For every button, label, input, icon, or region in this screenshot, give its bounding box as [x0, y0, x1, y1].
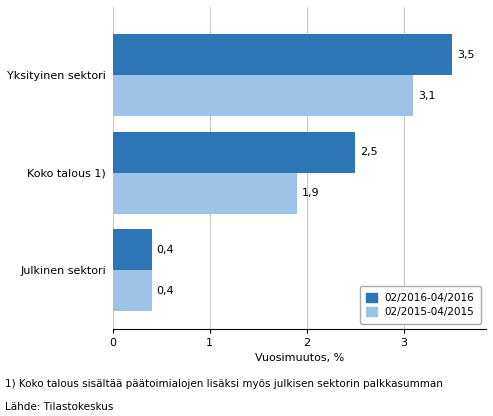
- Text: 0,4: 0,4: [156, 286, 174, 296]
- Text: 2,5: 2,5: [360, 147, 378, 157]
- X-axis label: Vuosimuutos, %: Vuosimuutos, %: [255, 353, 344, 363]
- Bar: [113, 34, 452, 75]
- Legend: 02/2016-04/2016, 02/2015-04/2015: 02/2016-04/2016, 02/2015-04/2015: [360, 286, 481, 324]
- Text: Lähde: Tilastokeskus: Lähde: Tilastokeskus: [5, 402, 113, 412]
- Text: 3,5: 3,5: [457, 50, 474, 60]
- Text: 1) Koko talous sisältää päätoimialojen lisäksi myös julkisen sektorin palkkasumm: 1) Koko talous sisältää päätoimialojen l…: [5, 379, 443, 389]
- Bar: [113, 132, 355, 173]
- Bar: [113, 173, 297, 214]
- Bar: [113, 270, 151, 311]
- Text: 3,1: 3,1: [418, 91, 436, 101]
- Bar: [113, 75, 413, 116]
- Bar: [113, 229, 151, 270]
- Text: 1,9: 1,9: [302, 188, 319, 198]
- Text: 0,4: 0,4: [156, 245, 174, 255]
